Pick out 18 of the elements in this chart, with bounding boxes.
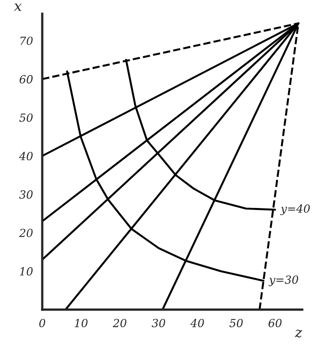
x-tick-label: 60 — [268, 318, 282, 328]
x-tick-label: 20 — [112, 318, 126, 328]
y-tick-label: 20 — [19, 228, 33, 238]
x-tick-label: 30 — [152, 318, 166, 328]
annotation: y=40 — [280, 204, 310, 216]
y-tick-label: 30 — [19, 190, 33, 199]
y-tick-label: 40 — [19, 152, 33, 160]
x-axis-title: z — [294, 330, 302, 338]
x-tick-label: 0 — [39, 318, 46, 328]
y-tick-label: 70 — [20, 36, 33, 46]
y-axis-title: x — [14, 4, 22, 11]
y-tick-label: 10 — [20, 267, 33, 276]
x-tick-label: 10 — [74, 318, 88, 328]
x-tick-label: 40 — [190, 318, 204, 328]
y-tick-label: 50 — [19, 113, 33, 122]
y-tick-label: 60 — [20, 75, 33, 84]
x-tick-label: 50 — [229, 318, 243, 328]
annotation: y=30 — [268, 275, 298, 286]
